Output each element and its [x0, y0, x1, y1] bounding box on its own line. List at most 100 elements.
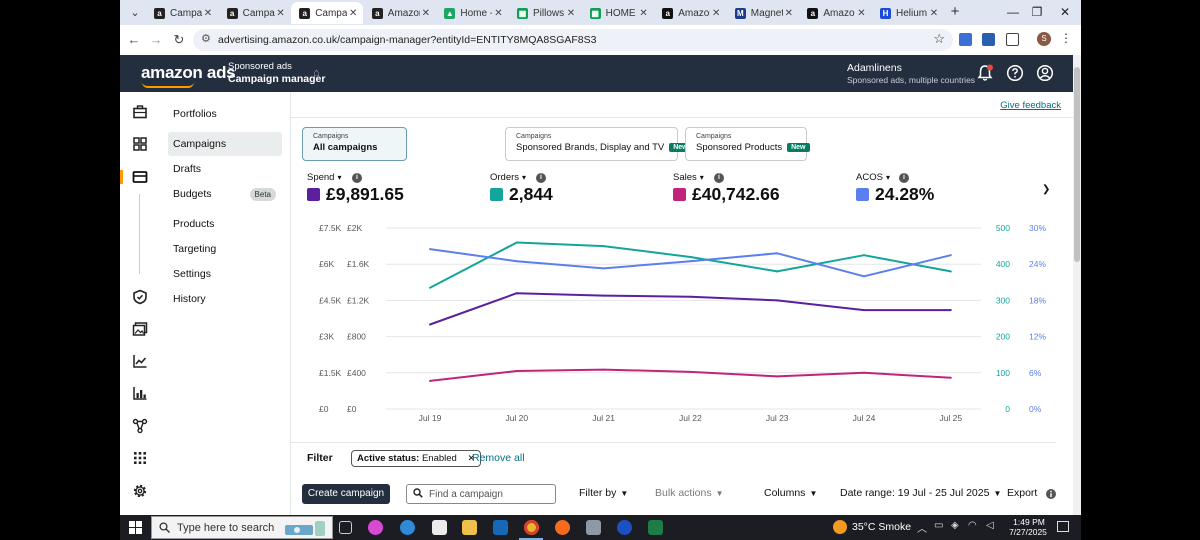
close-tab-icon[interactable]: ✕ [421, 7, 430, 19]
close-tab-icon[interactable]: ✕ [711, 7, 721, 19]
account-icon[interactable] [1036, 64, 1054, 82]
close-tab-icon[interactable]: ✕ [566, 7, 576, 19]
metric-label[interactable]: Sales [673, 172, 697, 183]
collapse-chart-chevron-icon[interactable]: ❯ [1042, 184, 1051, 195]
metric-spend[interactable]: Spend ▾ i £9,891.65 [307, 172, 477, 212]
firefox-icon[interactable] [555, 520, 570, 535]
maximize-button[interactable]: ❐ [1031, 5, 1043, 19]
export-button[interactable]: Export [1007, 487, 1037, 499]
browser-tab[interactable]: a Campaig✕ [146, 2, 218, 24]
info-icon[interactable] [1046, 489, 1056, 499]
close-tab-icon[interactable]: ✕ [494, 7, 503, 19]
tray-security-icon[interactable]: ◈ [951, 520, 959, 531]
site-info-icon[interactable]: ⚙ [201, 33, 211, 45]
chrome-icon[interactable] [524, 520, 539, 535]
close-tab-icon[interactable]: ✕ [784, 7, 793, 19]
close-tab-icon[interactable]: ✕ [929, 7, 939, 19]
menu-item-campaigns[interactable]: Campaigns [168, 132, 282, 156]
bulk-actions-dropdown[interactable]: Bulk actions ▼ [655, 487, 724, 499]
menu-item-budgets[interactable]: Budgets Beta [168, 182, 282, 206]
briefcase-icon[interactable] [132, 104, 148, 120]
tray-wifi-icon[interactable]: ◠ [968, 520, 977, 531]
remove-all-link[interactable]: Remove all [472, 452, 525, 464]
help-icon[interactable] [1006, 64, 1024, 82]
info-icon[interactable]: i [352, 173, 362, 183]
new-tab-button[interactable]: + [950, 3, 960, 20]
browser-menu-icon[interactable]: ⋮ [1060, 31, 1072, 45]
tab-all-campaigns[interactable]: Campaigns All campaigns [302, 127, 407, 161]
chevron-down-icon[interactable]: ▾ [885, 173, 890, 182]
metric-label[interactable]: Spend [307, 172, 335, 183]
close-tab-icon[interactable]: ✕ [348, 7, 358, 19]
outlook-icon[interactable] [493, 520, 508, 535]
menu-item-settings[interactable]: Settings [168, 262, 282, 286]
close-tab-icon[interactable]: ✕ [276, 7, 285, 19]
menu-item-history[interactable]: History [168, 287, 282, 311]
browser-tab[interactable]: a Amazon✕ [799, 2, 871, 24]
metric-label[interactable]: Orders [490, 172, 520, 183]
close-tab-icon[interactable]: ✕ [203, 7, 213, 19]
home-icon[interactable]: ⌂ [313, 67, 320, 79]
filter-by-dropdown[interactable]: Filter by ▼ [579, 487, 628, 499]
browser-tab[interactable]: M Magnet ✕ [727, 2, 799, 24]
extension-icon[interactable] [982, 33, 995, 46]
give-feedback-link[interactable]: Give feedback [1000, 100, 1061, 111]
url-text[interactable]: advertising.amazon.co.uk/campaign-manage… [218, 34, 597, 46]
chevron-down-icon[interactable]: ▾ [699, 173, 704, 182]
menu-item-targeting[interactable]: Targeting [168, 237, 282, 261]
campaigns-icon[interactable] [132, 169, 148, 185]
weather-text[interactable]: 35°C Smoke [852, 521, 912, 533]
app-icon[interactable] [617, 520, 632, 535]
menu-item-products[interactable]: Products [168, 212, 282, 236]
copilot-icon[interactable] [368, 520, 383, 535]
address-bar[interactable]: ⚙ advertising.amazon.co.uk/campaign-mana… [193, 29, 953, 51]
page-scrollbar[interactable] [1073, 55, 1081, 515]
browser-tab[interactable]: a Campaig✕ [219, 2, 291, 24]
tray-network-icon[interactable]: ▭ [934, 520, 944, 531]
account-subtitle[interactable]: Sponsored ads, multiple countries [847, 75, 976, 85]
metric-label[interactable]: ACOS [856, 172, 883, 183]
metric-acos[interactable]: ACOS ▾ i 24.28% [856, 172, 1026, 212]
settings-gear-icon[interactable] [132, 483, 148, 499]
tab-sponsored-brands[interactable]: Campaigns Sponsored Brands, Display and … [505, 127, 692, 161]
browser-tab[interactable]: ▲ Home - ✕ [436, 2, 508, 24]
tray-volume-icon[interactable]: ◁ [986, 520, 994, 531]
account-name[interactable]: Adamlinens [847, 62, 902, 74]
analytics-line-icon[interactable] [132, 353, 148, 369]
creative-gallery-icon[interactable] [132, 321, 148, 337]
browser-tab[interactable]: ▦ HOME H✕ [582, 2, 654, 24]
app-icon[interactable] [586, 520, 601, 535]
notifications-icon[interactable] [1057, 521, 1069, 532]
metric-sales[interactable]: Sales ▾ i £40,742.66 [673, 172, 843, 212]
info-icon[interactable]: i [536, 173, 546, 183]
clock-date[interactable]: 7/27/2025 [1009, 527, 1047, 537]
windows-start-icon[interactable] [129, 521, 142, 534]
shield-icon[interactable] [132, 289, 148, 305]
reports-bar-icon[interactable] [132, 385, 148, 401]
active-status-filter-chip[interactable]: Active status: Enabled ✕ [351, 450, 482, 467]
weather-sun-icon[interactable] [833, 520, 847, 534]
browser-tab[interactable]: H Helium ✕ [872, 2, 944, 24]
edge-icon[interactable] [400, 520, 415, 535]
taskbar-search-box[interactable]: Type here to search [151, 516, 333, 539]
info-icon[interactable]: i [899, 173, 909, 183]
profile-avatar[interactable]: S [1037, 32, 1051, 46]
tab-search-chevron-icon[interactable]: ⌄ [130, 7, 140, 19]
browser-tab[interactable]: a Campai ✕ [291, 2, 364, 24]
task-view-icon[interactable] [339, 521, 352, 534]
forward-icon[interactable]: → [149, 32, 163, 47]
menu-item-portfolios[interactable]: Portfolios [168, 102, 282, 126]
extensions-puzzle-icon[interactable] [1006, 33, 1019, 46]
close-window-button[interactable]: ✕ [1059, 5, 1071, 19]
bookmark-star-icon[interactable]: ☆ [933, 31, 945, 46]
minimize-button[interactable]: — [1007, 5, 1019, 19]
close-icon[interactable]: ✕ [467, 453, 476, 463]
browser-tab[interactable]: ▦ Pillows (✕ [509, 2, 581, 24]
translate-extension-icon[interactable] [959, 33, 972, 46]
browser-tab[interactable]: a Amazon✕ [654, 2, 726, 24]
menu-item-drafts[interactable]: Drafts [168, 157, 282, 181]
search-input[interactable] [429, 487, 549, 501]
campaign-search-box[interactable] [406, 484, 556, 504]
close-tab-icon[interactable]: ✕ [639, 7, 648, 19]
date-range-dropdown[interactable]: Date range: 19 Jul - 25 Jul 2025 ▼ [840, 487, 1001, 499]
